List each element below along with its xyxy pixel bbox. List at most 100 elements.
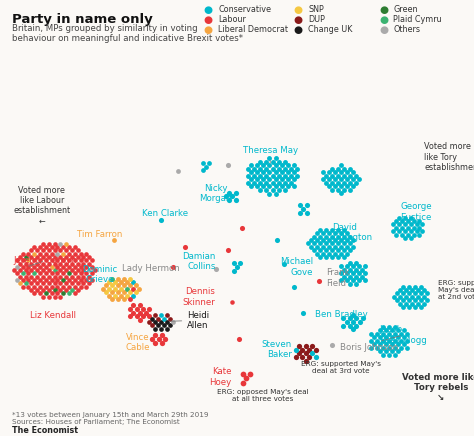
Point (77, 270, 84, 277)
Point (287, 166, 295, 173)
Point (382, 341, 390, 347)
Point (420, 300, 428, 307)
Point (16, 280, 24, 287)
Point (25, 276, 32, 283)
Point (343, 230, 351, 237)
Point (45, 267, 53, 274)
Point (99, 286, 106, 293)
Point (284, 162, 292, 169)
Point (68, 253, 76, 260)
Point (376, 334, 383, 341)
Point (335, 179, 342, 186)
Text: Britain, MPs grouped by similarity in voting
behaviour on meaningful and indicat: Britain, MPs grouped by similarity in vo… (12, 24, 243, 43)
Point (160, 322, 168, 329)
Point (331, 243, 338, 250)
Point (382, 327, 390, 334)
Point (45, 240, 53, 247)
Point (36, 283, 44, 290)
Point (10, 267, 18, 274)
Point (319, 250, 327, 257)
Point (22, 267, 29, 274)
Point (74, 247, 82, 254)
Point (36, 270, 44, 277)
Point (45, 273, 53, 280)
Point (325, 169, 333, 176)
Text: Vince
Cable: Vince Cable (125, 333, 150, 352)
Point (114, 275, 122, 282)
Point (82, 270, 90, 277)
Point (51, 280, 58, 287)
Point (266, 183, 273, 190)
Point (349, 318, 357, 325)
Point (322, 172, 330, 179)
Point (129, 286, 137, 293)
Point (126, 296, 134, 303)
Point (129, 293, 137, 300)
Point (62, 267, 70, 274)
Point (367, 344, 374, 351)
Text: Conservative: Conservative (218, 5, 271, 14)
Text: Damian
Collins: Damian Collins (182, 252, 216, 271)
Point (136, 317, 144, 324)
Point (132, 282, 140, 289)
Point (331, 230, 338, 237)
Point (295, 350, 303, 357)
Point (45, 280, 53, 287)
Point (36, 243, 44, 250)
Point (169, 263, 177, 270)
Point (263, 158, 270, 165)
Point (39, 260, 47, 267)
Point (27, 286, 35, 293)
Point (340, 247, 347, 254)
Point (105, 279, 112, 286)
Point (400, 297, 407, 304)
Point (158, 332, 166, 339)
Point (260, 169, 267, 176)
Point (346, 247, 354, 254)
Point (335, 186, 342, 193)
Point (310, 240, 318, 247)
Point (65, 243, 73, 250)
Point (27, 273, 35, 280)
Point (310, 233, 318, 240)
Point (39, 280, 47, 287)
Point (415, 286, 422, 293)
Point (392, 224, 400, 231)
Point (266, 155, 273, 162)
Point (36, 263, 44, 270)
Point (340, 172, 348, 179)
Point (416, 218, 423, 225)
Point (299, 354, 306, 361)
Point (343, 277, 351, 284)
Point (335, 165, 342, 172)
Point (346, 273, 354, 280)
Point (340, 186, 348, 193)
Point (166, 315, 174, 322)
Point (406, 290, 413, 297)
Point (65, 250, 73, 257)
Point (376, 341, 383, 347)
Point (420, 293, 428, 300)
Point (166, 322, 174, 329)
Point (281, 187, 289, 194)
Point (129, 309, 137, 316)
Point (290, 162, 298, 169)
Point (157, 312, 165, 319)
Point (401, 221, 409, 228)
Point (254, 162, 261, 169)
Point (376, 347, 383, 354)
Point (71, 263, 79, 270)
Text: ●: ● (204, 25, 213, 35)
Point (299, 346, 306, 353)
Point (108, 275, 116, 282)
Point (230, 260, 237, 267)
Point (403, 344, 410, 351)
Point (397, 344, 404, 351)
Point (398, 218, 405, 225)
Point (33, 247, 41, 254)
Point (126, 275, 134, 282)
Text: Sources: Houses of Parliament; The Economist: Sources: Houses of Parliament; The Econo… (12, 419, 180, 425)
Point (269, 187, 276, 194)
Point (65, 257, 73, 264)
Point (305, 346, 313, 353)
